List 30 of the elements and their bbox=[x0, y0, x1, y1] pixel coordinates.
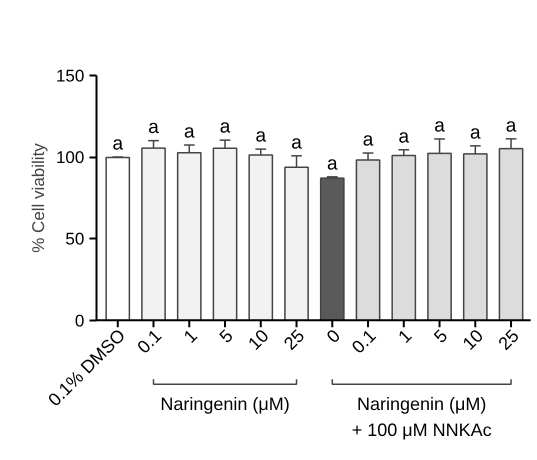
x-tick-label: 10 bbox=[458, 326, 488, 354]
text: Naringenin (μM) bbox=[160, 394, 290, 414]
data-label: a bbox=[506, 115, 517, 136]
y-axis-title: % Cell viability bbox=[29, 142, 48, 253]
data-label: a bbox=[398, 126, 410, 148]
x-tick-label: 5 bbox=[216, 326, 237, 347]
data-label: a bbox=[220, 116, 231, 138]
x-tick-label: 10 bbox=[244, 326, 272, 354]
x-tick-label: 25 bbox=[280, 326, 308, 354]
data-label: a bbox=[291, 132, 302, 154]
x-tick-label: 0 bbox=[322, 326, 344, 347]
y-tick-label: 50 bbox=[65, 230, 84, 249]
data-label: a bbox=[184, 122, 195, 143]
data-label: a bbox=[112, 134, 124, 154]
data-label: a bbox=[148, 117, 160, 138]
x-tick-label: 5 bbox=[430, 326, 452, 347]
x-tick-label: 0.1 bbox=[133, 326, 166, 358]
x-tick-label: 1 bbox=[394, 326, 416, 347]
x-tick-label: 25 bbox=[494, 326, 523, 354]
data-label: a bbox=[434, 116, 446, 137]
data-label: a bbox=[470, 122, 482, 144]
x-tick-label: 0.1 bbox=[348, 326, 380, 358]
text: Naringenin (μM) + 100 μM NNKAc bbox=[352, 394, 492, 440]
data-label: a bbox=[326, 153, 338, 174]
x-tick-label: 1 bbox=[180, 326, 201, 347]
data-label: a bbox=[362, 130, 374, 151]
data-label: a bbox=[255, 126, 266, 147]
y-tick-label: 0 bbox=[74, 311, 84, 330]
y-tick-label: 100 bbox=[56, 148, 84, 168]
y-tick-label: 150 bbox=[56, 66, 84, 86]
